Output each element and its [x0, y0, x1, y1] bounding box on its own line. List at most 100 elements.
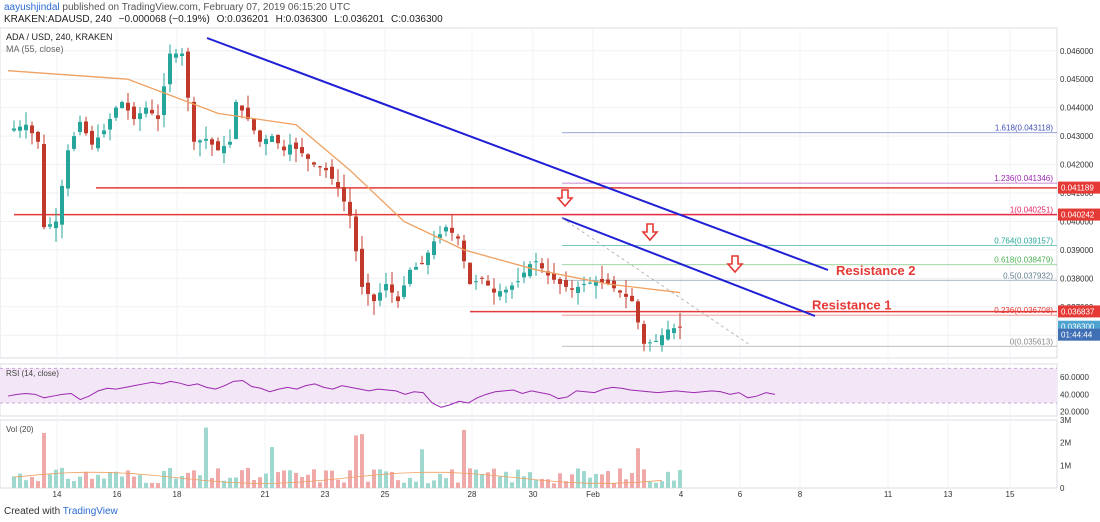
candle-body — [354, 216, 358, 252]
candle-body — [24, 124, 28, 131]
candle-body — [54, 221, 58, 229]
symbol-label: KRAKEN:ADAUSD, 240 — [4, 14, 112, 25]
candle-body — [198, 140, 202, 143]
candle-body — [18, 126, 22, 131]
candle-body — [42, 144, 46, 228]
volume-bar — [78, 476, 82, 488]
candle-body — [90, 130, 94, 145]
volume-bar — [336, 479, 340, 488]
candle-body — [504, 289, 508, 293]
volume-bar — [606, 470, 610, 488]
volume-bar — [438, 473, 442, 488]
volume-bar — [468, 468, 472, 488]
resistance-2-label: Resistance 2 — [836, 263, 916, 278]
volume-bar — [660, 481, 664, 488]
volume-bar — [60, 467, 64, 488]
candle-body — [492, 288, 496, 293]
x-tick-label: 23 — [321, 490, 330, 499]
volume-bar — [282, 470, 286, 488]
candle-body — [540, 263, 544, 269]
volume-bar — [240, 470, 244, 488]
y-tick-label: 0.039000 — [1060, 246, 1094, 255]
volume-tick-label: 1M — [1060, 461, 1071, 470]
candle-body — [96, 137, 100, 149]
candle-body — [240, 105, 244, 111]
down-arrow-icon — [726, 255, 744, 274]
x-tick-label: 16 — [113, 490, 122, 499]
volume-bar — [558, 473, 562, 488]
volume-bar — [246, 467, 250, 488]
candle-body — [642, 324, 646, 344]
candle-body — [666, 329, 670, 340]
price-badge — [1058, 181, 1100, 194]
candle-body — [534, 261, 538, 263]
y-tick-label: 0.043000 — [1060, 132, 1094, 141]
rsi-band — [0, 368, 1057, 403]
volume-bar — [258, 477, 262, 488]
low-label: L:0.036201 — [334, 14, 385, 25]
candle-body — [204, 138, 208, 141]
candle-body — [294, 142, 298, 149]
publish-header: aayushjindal published on TradingView.co… — [4, 2, 350, 13]
candle-body — [12, 128, 16, 131]
candle-body — [528, 264, 532, 277]
rsi-tick-label: 60.0000 — [1060, 373, 1089, 382]
high-label: H:0.036300 — [275, 14, 328, 25]
author-link[interactable]: aayushjindal — [4, 2, 60, 13]
candle-body — [48, 224, 52, 227]
volume-bar — [102, 478, 106, 488]
candle-body — [594, 281, 598, 286]
candle-body — [342, 187, 346, 202]
candle-body — [474, 281, 478, 283]
candle-body — [138, 113, 142, 120]
candle-body — [444, 227, 448, 232]
fib-level-label: 0.618(0.038479) — [994, 256, 1053, 265]
volume-bar — [390, 471, 394, 488]
candle-body — [156, 115, 160, 120]
volume-bar — [672, 480, 676, 488]
volume-bar — [504, 471, 508, 488]
volume-bar — [228, 477, 232, 488]
candle-body — [144, 107, 148, 114]
y-tick-label: 0.038000 — [1060, 274, 1094, 283]
volume-bar — [168, 467, 172, 488]
volume-bar — [72, 481, 76, 488]
candle-body — [246, 107, 250, 120]
volume-bar — [24, 480, 28, 488]
volume-bar — [462, 429, 466, 488]
candle-body — [558, 279, 562, 285]
candle-body — [660, 335, 664, 346]
volume-bar — [546, 479, 550, 488]
y-tick-label: 0.044000 — [1060, 104, 1094, 113]
y-tick-label: 0.045000 — [1060, 75, 1094, 84]
volume-bar — [450, 469, 454, 488]
volume-bar — [294, 472, 298, 488]
volume-bar — [66, 478, 70, 488]
volume-bar — [372, 469, 376, 488]
volume-bar — [312, 469, 316, 488]
resistance-1-label: Resistance 1 — [812, 297, 892, 312]
candle-body — [324, 167, 328, 171]
volume-bar — [84, 471, 88, 488]
volume-bar — [30, 477, 34, 488]
volume-bar — [528, 472, 532, 488]
candle-body — [450, 227, 454, 233]
volume-bar — [522, 476, 526, 488]
tradingview-logo-link[interactable]: TradingView — [62, 506, 118, 517]
candle-body — [498, 291, 502, 297]
volume-bar — [96, 474, 100, 488]
volume-bar — [486, 472, 490, 488]
fib-level-label: 1.236(0.041346) — [994, 174, 1053, 183]
volume-bar — [678, 469, 682, 488]
candle-body — [102, 130, 106, 135]
volume-bar — [534, 479, 538, 488]
volume-bar — [144, 482, 148, 488]
fib-level-label: 0.764(0.039157) — [994, 236, 1053, 245]
x-tick-label: 25 — [381, 490, 390, 499]
volume-bar — [132, 476, 136, 488]
candle-body — [228, 141, 232, 145]
fib-level-label: 1(0.040251) — [1010, 205, 1053, 214]
price-badge-label: 0.036837 — [1061, 307, 1095, 316]
candle-body — [120, 101, 124, 109]
